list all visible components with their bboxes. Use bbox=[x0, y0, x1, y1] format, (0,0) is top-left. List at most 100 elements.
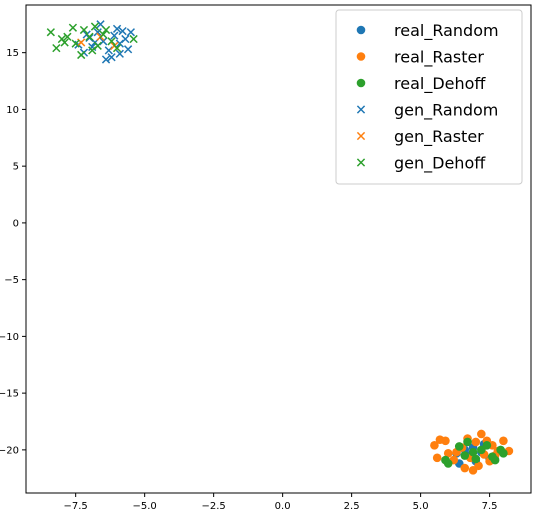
cross-stroke bbox=[110, 31, 119, 40]
cross-gen_Dehoff bbox=[77, 50, 86, 60]
cross-stroke bbox=[60, 38, 69, 47]
point-real_Raster bbox=[441, 436, 450, 446]
cross-stroke bbox=[99, 30, 108, 39]
x-tick-label: −2.5 bbox=[202, 501, 226, 512]
cross-gen_Random bbox=[115, 49, 124, 58]
cross-stroke bbox=[112, 43, 122, 53]
legend-item: real_Random bbox=[356, 21, 499, 41]
cross-gen_Random bbox=[121, 34, 130, 44]
cross-legend bbox=[356, 105, 366, 114]
cross-gen_Random bbox=[93, 28, 102, 37]
point-real_Raster bbox=[499, 436, 508, 446]
cross-stroke bbox=[93, 41, 102, 50]
cross-stroke bbox=[118, 26, 127, 36]
legend-item: gen_Raster bbox=[356, 127, 484, 147]
point-real_Raster bbox=[474, 461, 483, 471]
cross-stroke bbox=[77, 50, 86, 60]
cross-gen_Dehoff bbox=[68, 23, 78, 32]
point-legend bbox=[356, 78, 366, 88]
point-real_Dehoff bbox=[460, 451, 470, 460]
x-tick-label: 2.5 bbox=[344, 501, 360, 512]
cross-stroke bbox=[112, 24, 122, 33]
cross-stroke bbox=[121, 34, 130, 44]
cross-stroke bbox=[68, 23, 78, 32]
point-real_Dehoff bbox=[468, 447, 478, 457]
cross-stroke bbox=[77, 38, 86, 47]
cross-gen_Dehoff bbox=[46, 28, 55, 37]
cross-stroke bbox=[93, 28, 102, 37]
cross-gen_Random bbox=[118, 26, 127, 36]
cross-gen_Dehoff bbox=[129, 34, 138, 44]
cross-gen_Random bbox=[101, 55, 111, 64]
cross-gen_Dehoff bbox=[107, 37, 116, 46]
cross-stroke bbox=[71, 39, 80, 48]
cross-stroke bbox=[46, 28, 55, 37]
cross-gen_Dehoff bbox=[90, 22, 100, 31]
y-tick-label: −10 bbox=[0, 332, 19, 343]
cross-stroke bbox=[129, 34, 138, 44]
cross-gen_Dehoff bbox=[93, 41, 102, 50]
x-tick-label: −7.5 bbox=[64, 501, 88, 512]
y-tick-label: 0 bbox=[13, 218, 19, 229]
data-points bbox=[46, 20, 514, 475]
cross-legend bbox=[356, 131, 366, 141]
cross-stroke bbox=[96, 20, 105, 29]
point-legend bbox=[356, 25, 366, 35]
cross-stroke bbox=[79, 25, 89, 35]
point-real_Dehoff bbox=[482, 441, 492, 450]
cross-gen_Random bbox=[110, 31, 119, 40]
cross-stroke bbox=[88, 42, 97, 52]
cross-stroke bbox=[101, 25, 111, 35]
cross-stroke bbox=[356, 158, 366, 167]
y-tick-label: 15 bbox=[6, 48, 19, 59]
point-real_Raster bbox=[432, 453, 442, 463]
point-real_Raster bbox=[430, 441, 439, 450]
y-tick-label: 5 bbox=[13, 162, 19, 173]
cross-gen_Random bbox=[107, 53, 116, 62]
point-real_Raster bbox=[443, 448, 453, 458]
point-real_Raster bbox=[471, 437, 481, 447]
series-gen_Random bbox=[74, 20, 135, 64]
legend-label: gen_Random bbox=[394, 101, 498, 121]
series-gen_Dehoff bbox=[46, 22, 138, 60]
plot-area bbox=[25, 4, 532, 494]
cross-stroke bbox=[123, 45, 133, 54]
point-real_Dehoff bbox=[471, 454, 481, 464]
cross-gen_Dehoff bbox=[63, 32, 72, 41]
cross-stroke bbox=[356, 105, 366, 114]
cross-stroke bbox=[356, 131, 366, 141]
cross-gen_Dehoff bbox=[112, 43, 122, 53]
point-real_Dehoff bbox=[463, 437, 472, 447]
point-real_Dehoff bbox=[454, 442, 464, 451]
cross-stroke bbox=[107, 37, 116, 46]
point-real_Raster bbox=[477, 429, 486, 439]
cross-gen_Dehoff bbox=[60, 38, 69, 47]
cross-gen_Dehoff bbox=[85, 32, 94, 41]
x-tick-label: −5.0 bbox=[133, 501, 157, 512]
legend-label: real_Raster bbox=[394, 48, 484, 68]
y-tick-label: −15 bbox=[0, 389, 19, 400]
cross-stroke bbox=[126, 28, 135, 37]
series-real_Dehoff bbox=[441, 437, 508, 468]
cross-gen_Dehoff bbox=[79, 25, 89, 35]
point-legend bbox=[356, 52, 366, 61]
cross-stroke bbox=[52, 43, 61, 53]
cross-gen_Dehoff bbox=[99, 30, 108, 39]
point-real_Dehoff bbox=[443, 459, 453, 468]
legend-box bbox=[335, 9, 523, 185]
legend: real_Random real_Raster real_Dehoff gen_Ran… bbox=[335, 9, 523, 185]
cross-gen_Dehoff bbox=[52, 43, 61, 53]
cross-gen_Dehoff bbox=[101, 25, 111, 35]
x-tick-label: 7.5 bbox=[482, 501, 498, 512]
cross-gen_Random bbox=[126, 28, 135, 37]
point-real_Dehoff bbox=[490, 455, 500, 465]
x-tick-label: 0.0 bbox=[275, 501, 291, 512]
point-real_Raster bbox=[460, 463, 470, 473]
legend-label: gen_Raster bbox=[394, 127, 484, 147]
legend-label: gen_Dehoff bbox=[394, 154, 486, 174]
point-real_Dehoff bbox=[499, 448, 508, 458]
cross-gen_Random bbox=[112, 24, 122, 33]
cross-legend bbox=[356, 158, 366, 167]
y-tick-label: −5 bbox=[4, 275, 19, 286]
